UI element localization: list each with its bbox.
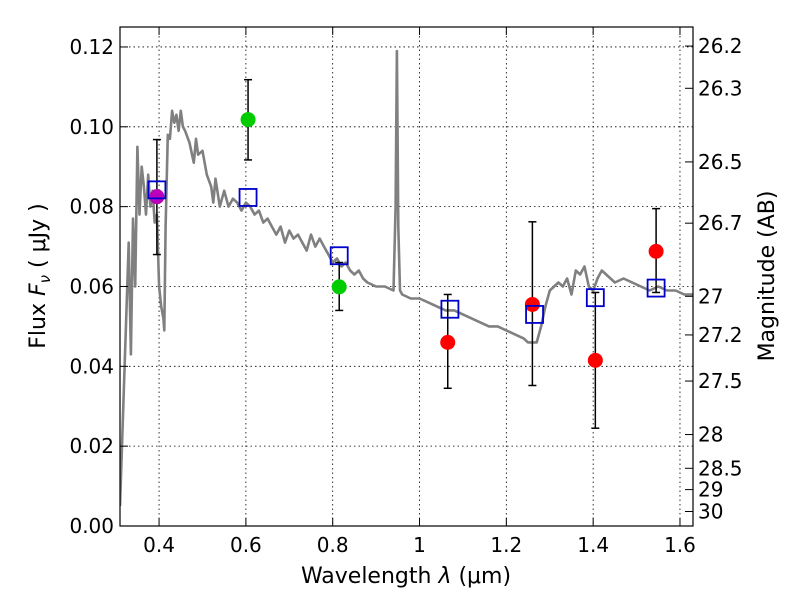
magnitude-tick-label: 27.5 (698, 369, 743, 393)
y-axis-label: Flux Fν ( μJy ) (26, 203, 54, 348)
magnitude-tick-label: 26.3 (698, 76, 743, 100)
x-tick-label: 1 (413, 533, 426, 557)
model-photometry-square (329, 246, 349, 266)
x-tick-label: 0.4 (143, 533, 175, 557)
model-photometry-square (646, 278, 666, 298)
model-photometry-square (585, 288, 605, 308)
x-tick-label: 1.6 (664, 533, 696, 557)
data-point (524, 296, 540, 312)
data-point (331, 279, 347, 295)
magnitude-tick-label: 26.2 (698, 34, 743, 58)
magnitude-tick-label: 26.7 (698, 211, 743, 235)
data-point (149, 189, 165, 205)
model-photometry-square (440, 299, 460, 319)
y-tick-label: 0.08 (69, 195, 114, 219)
x-tick-label: 1.2 (490, 533, 522, 557)
y2-axis-label: Magnitude (AB) (755, 191, 780, 362)
tick-layer: 0.4 0.6 0.8 1 1.2 1.4 1.6 0.00 0.02 0.04 0.06 0.08 0… (69, 27, 743, 557)
data-point (240, 112, 256, 128)
y-tick-label: 0.10 (69, 115, 114, 139)
data-point (648, 243, 664, 259)
magnitude-tick-label: 28 (698, 423, 723, 447)
magnitude-tick-label: 30 (698, 500, 723, 524)
marker-layer (147, 112, 666, 368)
magnitude-tick-label: 26.5 (698, 150, 743, 174)
model-photometry-square (238, 188, 258, 207)
x-axis-label: Wavelength λ (μm) (301, 564, 511, 589)
y-tick-label: 0.04 (69, 354, 114, 378)
magnitude-tick-label: 29 (698, 478, 723, 502)
y-tick-label: 0.06 (69, 274, 114, 298)
y-tick-label: 0.00 (69, 514, 114, 538)
errorbar-layer (152, 78, 661, 429)
plot-frame (119, 26, 694, 527)
model-photometry-square (147, 180, 167, 200)
x-tick-label: 0.8 (317, 533, 349, 557)
x-tick-label: 1.4 (577, 533, 609, 557)
y-tick-label: 0.12 (69, 35, 114, 59)
data-point (440, 334, 456, 350)
model-sed-line (120, 49, 693, 507)
y-tick-label: 0.02 (69, 434, 114, 458)
data-point (587, 352, 603, 368)
magnitude-tick-label: 27 (698, 284, 723, 308)
model-photometry-square (525, 305, 544, 324)
x-tick-label: 0.6 (230, 533, 262, 557)
model-sed-curve-layer (120, 49, 693, 507)
magnitude-tick-label: 28.5 (698, 456, 743, 480)
magnitude-tick-label: 27.2 (698, 323, 743, 347)
